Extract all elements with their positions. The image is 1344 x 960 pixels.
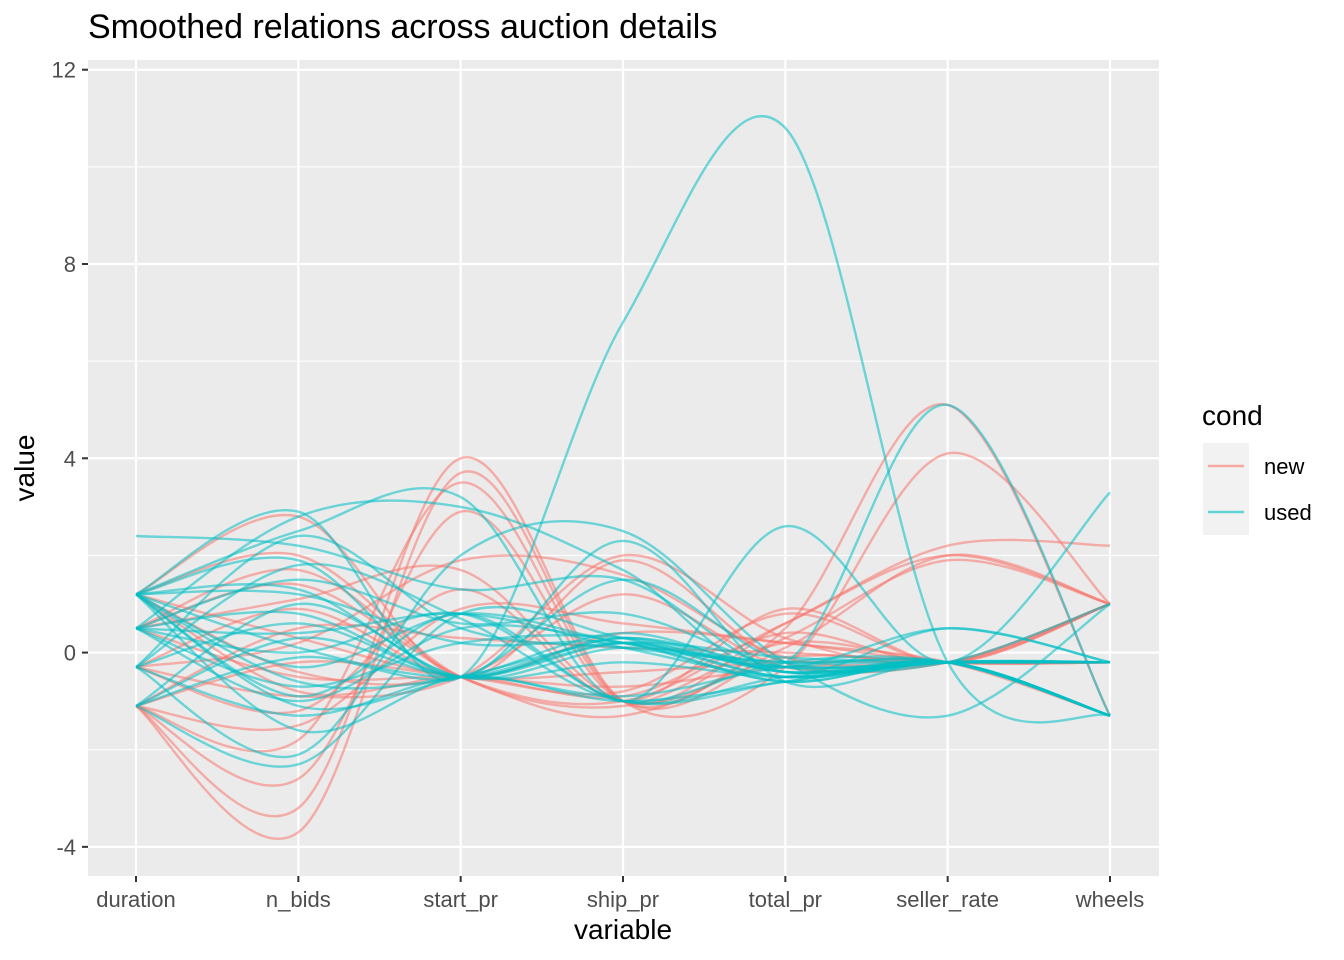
- legend: cond new used: [1202, 400, 1312, 535]
- x-tick-label-start_pr: start_pr: [423, 887, 498, 912]
- y-axis-title: value: [9, 435, 40, 502]
- series-line-used-24: [135, 519, 1111, 759]
- chart-title: Smoothed relations across auction detail…: [88, 8, 717, 46]
- legend-title: cond: [1202, 400, 1263, 431]
- series-line-new-3: [135, 510, 1111, 787]
- series-line-new-2: [135, 451, 1111, 818]
- series-line-new-4: [135, 481, 1111, 753]
- x-tick-label-total_pr: total_pr: [749, 887, 822, 912]
- x-tick-label-ship_pr: ship_pr: [587, 887, 659, 912]
- x-axis-title: variable: [574, 914, 672, 945]
- series-line-used-48: [135, 583, 1111, 680]
- y-tick-label: 0: [64, 641, 76, 666]
- x-tick-label-seller_rate: seller_rate: [896, 887, 999, 912]
- legend-label-used: used: [1264, 500, 1312, 525]
- y-tick-label: 4: [64, 446, 76, 471]
- axes: -4 0 4 8 12 duration n_bids start_pr ship_pr tota…: [52, 58, 1145, 912]
- legend-label-new: new: [1264, 454, 1304, 479]
- x-tick-label-duration: duration: [96, 887, 176, 912]
- y-tick-label: 8: [64, 252, 76, 277]
- series-line-used-23: [135, 403, 1112, 717]
- series-line-new-1: [135, 470, 1111, 841]
- y-tick-label: -4: [56, 835, 76, 860]
- y-tick-label: 12: [52, 58, 76, 83]
- x-tick-label-wheels: wheels: [1075, 887, 1144, 912]
- series-lines: [135, 114, 1112, 841]
- legend-entries: new used: [1203, 443, 1312, 535]
- series-line-used-21: [135, 114, 1111, 724]
- x-tick-label-n_bids: n_bids: [266, 887, 331, 912]
